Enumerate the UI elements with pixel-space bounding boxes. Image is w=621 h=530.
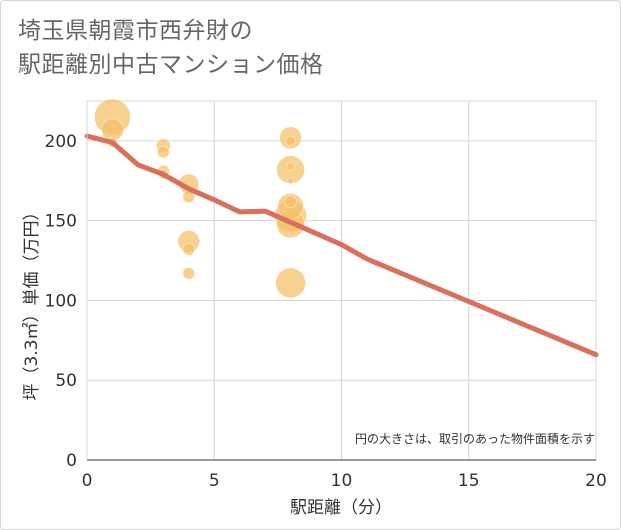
bubble-point: [287, 177, 295, 185]
size-legend-note: 円の大きさは、取引のあった物件面積を示す: [355, 431, 595, 446]
y-tick-label: 50: [55, 371, 77, 391]
bubble-point: [182, 242, 196, 256]
bubble-point: [284, 195, 298, 208]
bubble-point: [286, 162, 296, 171]
x-axis-title: 駅距離（分）: [290, 498, 392, 518]
trend-line-layer: [84, 133, 599, 358]
bubble-point: [285, 135, 297, 147]
y-axis-title: 坪（3.3㎡）単価（万円）: [22, 203, 42, 400]
bubble-point: [182, 266, 196, 280]
x-tick-label: 20: [585, 471, 607, 491]
trend-line: [84, 133, 599, 358]
bubble-point: [275, 267, 307, 299]
x-tick-label: 15: [458, 471, 480, 491]
y-tick-label: 100: [45, 291, 77, 311]
y-tick-label: 200: [45, 132, 77, 152]
y-tick-label: 150: [45, 212, 77, 232]
x-tick-label: 0: [82, 471, 93, 491]
x-tick-label: 5: [209, 471, 220, 491]
bubble-point: [156, 145, 170, 159]
x-tick-label: 10: [331, 471, 353, 491]
bubble-layer: [94, 98, 308, 299]
chart-title: 埼玉県朝霞市西弁財の 駅距離別中古マンション価格: [18, 18, 324, 78]
y-tick-label: 0: [66, 451, 77, 471]
